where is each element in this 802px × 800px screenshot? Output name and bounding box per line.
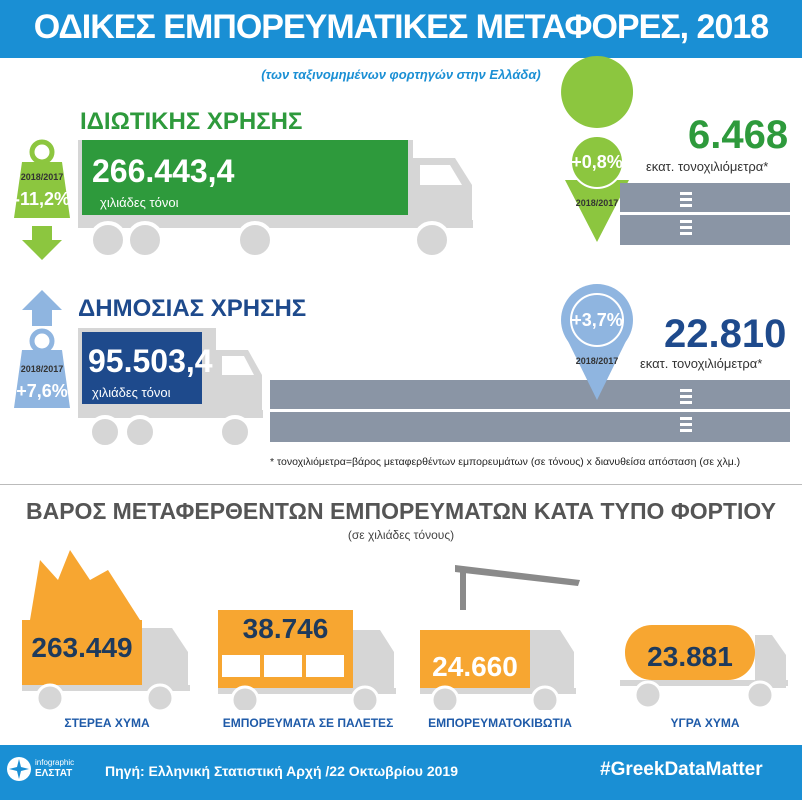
- public-tonnes-unit: χιλιάδες τόνοι: [92, 385, 171, 400]
- public-weight-year: 2018/2017: [20, 364, 64, 374]
- public-weight-change: +7,6%: [16, 381, 68, 401]
- cargo-section-subtitle: (σε χιλιάδες τόνους): [347, 528, 455, 542]
- page-title: ΟΔΙΚΕΣ ΕΜΠΟΡΕΥΜΑΤΙΚΕΣ ΜΕΤΑΦΟΡΕΣ, 2018: [33, 8, 769, 46]
- top-graphics: [14, 56, 790, 449]
- location-pin-icon-private: [561, 56, 634, 242]
- hashtag[interactable]: #GreekDataMatter: [600, 759, 763, 780]
- private-road: [620, 183, 790, 245]
- bulk-truck-icon: [22, 550, 190, 710]
- public-road: [270, 380, 790, 442]
- cargo-value-containers: 24.660: [432, 651, 518, 682]
- cargo-graphics: [22, 550, 788, 710]
- private-weight-year: 2018/2017: [20, 172, 64, 182]
- cargo-section-title: ΒΑΡΟΣ ΜΕΤΑΦΕΡΘΕΝΤΩΝ ΕΜΠΟΡΕΥΜΑΤΩΝ ΚΑΤΑ ΤΥ…: [26, 498, 776, 524]
- public-tkm-year: 2018/2017: [575, 356, 619, 366]
- pallet-truck-icon: [218, 610, 396, 710]
- location-pin-icon-public: [561, 284, 633, 400]
- cargo-label-solid: ΣΤΕΡΕΑ ΧΥΜΑ: [64, 716, 150, 730]
- footer-bar: [0, 745, 802, 800]
- private-tonnes-value: 266.443,4: [92, 153, 235, 189]
- public-tonnes-value: 95.503,4: [88, 343, 213, 379]
- weight-up-icon: [14, 328, 70, 408]
- private-cargo-box: [82, 140, 408, 215]
- public-tkm-change: +3,7%: [571, 310, 623, 330]
- source-text: Πηγή: Ελληνική Στατιστική Αρχή /22 Οκτωβ…: [105, 763, 458, 779]
- public-tkm-unit: εκατ. τονοχιλιόμετρα*: [640, 356, 763, 371]
- weight-down-icon: [14, 139, 70, 260]
- page-subtitle: (των ταξινομημένων φορτηγών στην Ελλάδα): [261, 67, 541, 82]
- elstat-logo-icon: [7, 757, 31, 781]
- divider: [0, 484, 802, 485]
- title-bar: [0, 0, 802, 58]
- logo-line1: infographic: [35, 758, 75, 767]
- public-cargo-box: [82, 332, 202, 404]
- private-tkm-change: +0,8%: [571, 152, 623, 172]
- cargo-label-liquid: ΥΓΡΑ ΧΥΜΑ: [670, 716, 740, 730]
- logo-line2: ΕΛΣΤΑΤ: [35, 768, 73, 779]
- cargo-label-containers: ΕΜΠΟΡΕΥΜΑΤΟΚΙΒΩΤΙΑ: [428, 716, 572, 730]
- private-use-label: ΙΔΙΩΤΙΚΗΣ ΧΡΗΣΗΣ: [80, 108, 303, 135]
- public-tkm-value: 22.810: [664, 312, 787, 356]
- private-tkm-unit: εκατ. τονοχιλιόμετρα*: [646, 159, 769, 174]
- private-weight-change: -11,2%: [13, 189, 71, 209]
- tanker-truck-icon: [620, 625, 788, 710]
- private-tkm-value: 6.468: [688, 113, 789, 157]
- cargo-value-pallets: 38.746: [242, 613, 329, 644]
- container-truck-icon: [420, 565, 580, 710]
- cargo-label-pallets: ΕΜΠΟΡΕΥΜΑΤΑ ΣΕ ΠΑΛΕΤΕΣ: [222, 716, 394, 730]
- private-tkm-year: 2018/2017: [575, 198, 619, 208]
- cargo-value-liquid: 23.881: [647, 641, 733, 672]
- private-tonnes-unit: χιλιάδες τόνοι: [100, 195, 179, 210]
- footnote: * τονοχιλιόμετρα=βάρος μεταφερθέντων εμπ…: [270, 456, 741, 468]
- cargo-value-solid: 263.449: [31, 632, 133, 663]
- public-use-label: ΔΗΜΟΣΙΑΣ ΧΡΗΣΗΣ: [78, 295, 307, 322]
- arrow-up-icon: [22, 290, 62, 326]
